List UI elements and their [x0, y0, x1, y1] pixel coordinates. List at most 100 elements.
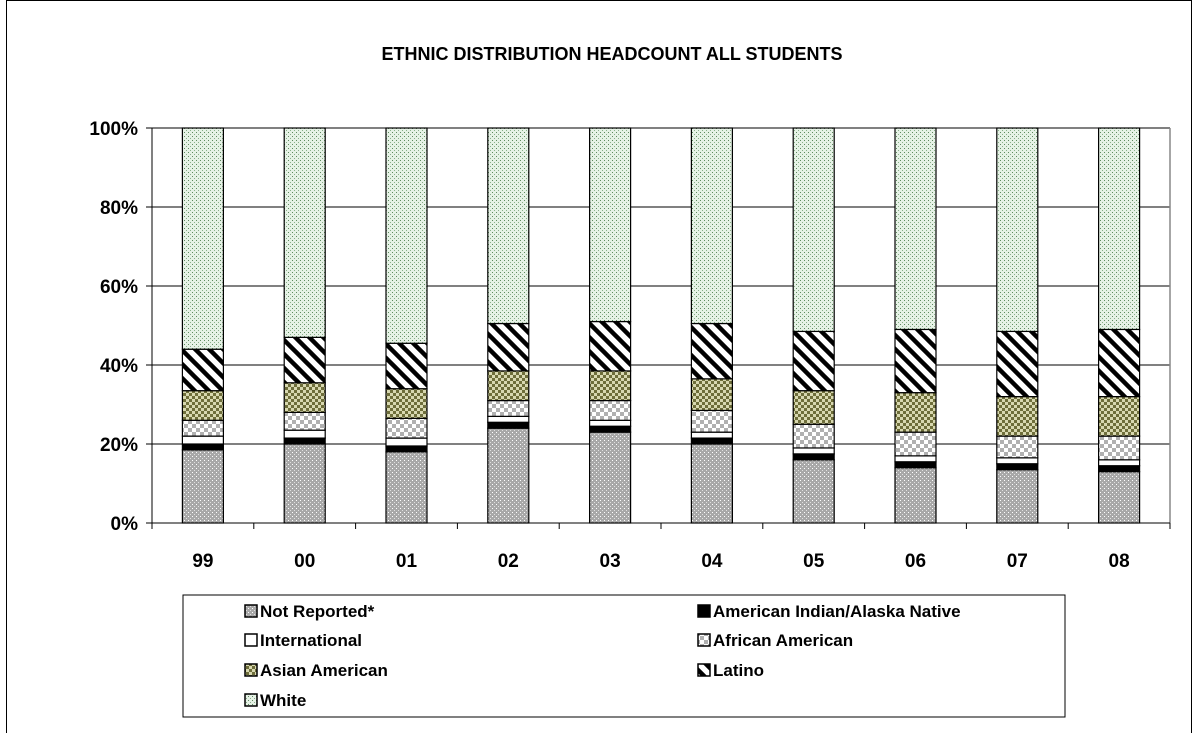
bar-segment-01-4 — [385, 388, 428, 419]
x-tick-label: 08 — [1109, 551, 1130, 572]
bar-group-99 — [181, 127, 224, 524]
bar-group-06 — [894, 127, 937, 524]
legend-swatch — [244, 633, 258, 647]
bar-segment-02-0 — [487, 427, 530, 524]
bar-group-00 — [283, 127, 326, 524]
bar-segment-05-1 — [792, 453, 835, 461]
bar-segment-06-3 — [894, 431, 937, 457]
legend-label: Latino — [713, 661, 764, 680]
bar-segment-04-3 — [690, 409, 734, 433]
bar-segment-06-0 — [894, 467, 937, 524]
legend-label: African American — [713, 631, 853, 650]
bar-segment-99-6 — [181, 127, 224, 350]
legend-swatch — [244, 693, 258, 707]
legend-item-4: Asian American — [244, 661, 388, 680]
bar-segment-02-6 — [487, 127, 530, 325]
bar-group-01 — [385, 127, 428, 524]
legend-item-3: African American — [697, 631, 853, 650]
x-tick-labels: 99 00 01 02 03 04 05 06 07 08 — [192, 551, 1129, 572]
bar-segment-04-6 — [690, 127, 734, 325]
bar-segment-01-1 — [385, 445, 428, 453]
bar-segment-05-2 — [792, 447, 835, 455]
bar-segment-04-4 — [690, 378, 734, 412]
bar-segment-03-3 — [588, 399, 632, 421]
legend-label: Asian American — [260, 661, 388, 680]
x-tick-label: 02 — [498, 551, 519, 572]
bar-segment-06-6 — [894, 127, 937, 331]
y-tick-labels: 0% 20% 40% 60% 80% 100% — [89, 119, 138, 535]
bar-segment-02-5 — [487, 322, 530, 372]
bar-segment-00-6 — [283, 127, 326, 338]
bar-segment-01-6 — [385, 127, 428, 344]
bar-segment-07-4 — [996, 396, 1039, 437]
y-tick-label: 60% — [100, 277, 138, 298]
chart-frame — [6, 0, 1192, 733]
x-tick-label: 99 — [192, 551, 213, 572]
bar-segment-00-2 — [283, 429, 326, 439]
bar-segment-00-3 — [283, 411, 326, 431]
bar-segment-99-3 — [181, 419, 224, 437]
bar-segment-99-0 — [181, 449, 224, 524]
bar-segment-06-1 — [894, 461, 937, 469]
bar-segment-99-4 — [181, 390, 224, 421]
bar-segment-03-5 — [588, 320, 632, 372]
axes — [146, 127, 1171, 529]
bar-segment-08-2 — [1097, 459, 1141, 467]
bar-segment-06-2 — [894, 455, 937, 463]
bar-segment-00-5 — [283, 336, 326, 384]
bar-segment-05-4 — [792, 390, 835, 425]
bar-segment-03-1 — [588, 425, 632, 433]
legend-label: White — [260, 691, 306, 710]
bar-segment-07-3 — [996, 435, 1039, 459]
bar-segment-00-0 — [283, 443, 326, 524]
bar-group-08 — [1097, 127, 1141, 524]
y-tick-label: 0% — [111, 514, 139, 535]
bar-segment-01-0 — [385, 451, 428, 524]
bars — [181, 127, 1141, 524]
bar-segment-04-1 — [690, 437, 734, 445]
bar-segment-08-6 — [1097, 127, 1141, 331]
chart-title: ETHNIC DISTRIBUTION HEADCOUNT ALL STUDEN… — [382, 44, 843, 64]
bar-segment-06-4 — [894, 392, 937, 433]
bar-segment-03-0 — [588, 431, 632, 524]
bar-segment-03-2 — [588, 419, 632, 427]
y-tick-label: 40% — [100, 356, 138, 377]
bar-segment-07-5 — [996, 330, 1039, 398]
legend-item-2: International — [244, 631, 362, 650]
y-tick-label: 80% — [100, 198, 138, 219]
x-tick-label: 00 — [294, 551, 315, 572]
bar-segment-02-4 — [487, 370, 530, 402]
bar-segment-99-1 — [181, 443, 224, 451]
x-tick-label: 01 — [396, 551, 418, 572]
legend-label: American Indian/Alaska Native — [713, 602, 961, 621]
legend-item-1: American Indian/Alaska Native — [697, 602, 961, 621]
bar-group-07 — [996, 127, 1039, 524]
bar-segment-06-5 — [894, 328, 937, 394]
bar-group-05 — [792, 127, 835, 524]
y-tick-label: 20% — [100, 435, 138, 456]
bar-segment-07-1 — [996, 463, 1039, 471]
x-tick-label: 03 — [600, 551, 621, 572]
bar-segment-01-2 — [385, 437, 428, 447]
bar-segment-99-2 — [181, 435, 224, 445]
x-tick-label: 05 — [803, 551, 825, 572]
bar-group-03 — [588, 127, 632, 524]
legend-item-5: Latino — [697, 661, 764, 680]
bar-segment-05-0 — [792, 459, 835, 524]
bar-segment-01-3 — [385, 417, 428, 439]
bar-group-04 — [690, 127, 734, 524]
bar-segment-07-6 — [996, 127, 1039, 333]
bar-segment-04-2 — [690, 431, 734, 439]
legend-swatch — [697, 663, 711, 677]
bar-segment-05-5 — [792, 330, 835, 392]
legend-item-6: White — [244, 691, 306, 710]
bar-segment-07-2 — [996, 457, 1039, 465]
bar-segment-02-3 — [487, 399, 530, 417]
bar-segment-01-5 — [385, 342, 428, 390]
legend-label: Not Reported* — [260, 602, 375, 621]
bar-segment-08-4 — [1097, 396, 1141, 437]
bar-segment-05-6 — [792, 127, 835, 333]
bar-segment-02-2 — [487, 415, 530, 423]
bar-segment-08-1 — [1097, 465, 1141, 473]
